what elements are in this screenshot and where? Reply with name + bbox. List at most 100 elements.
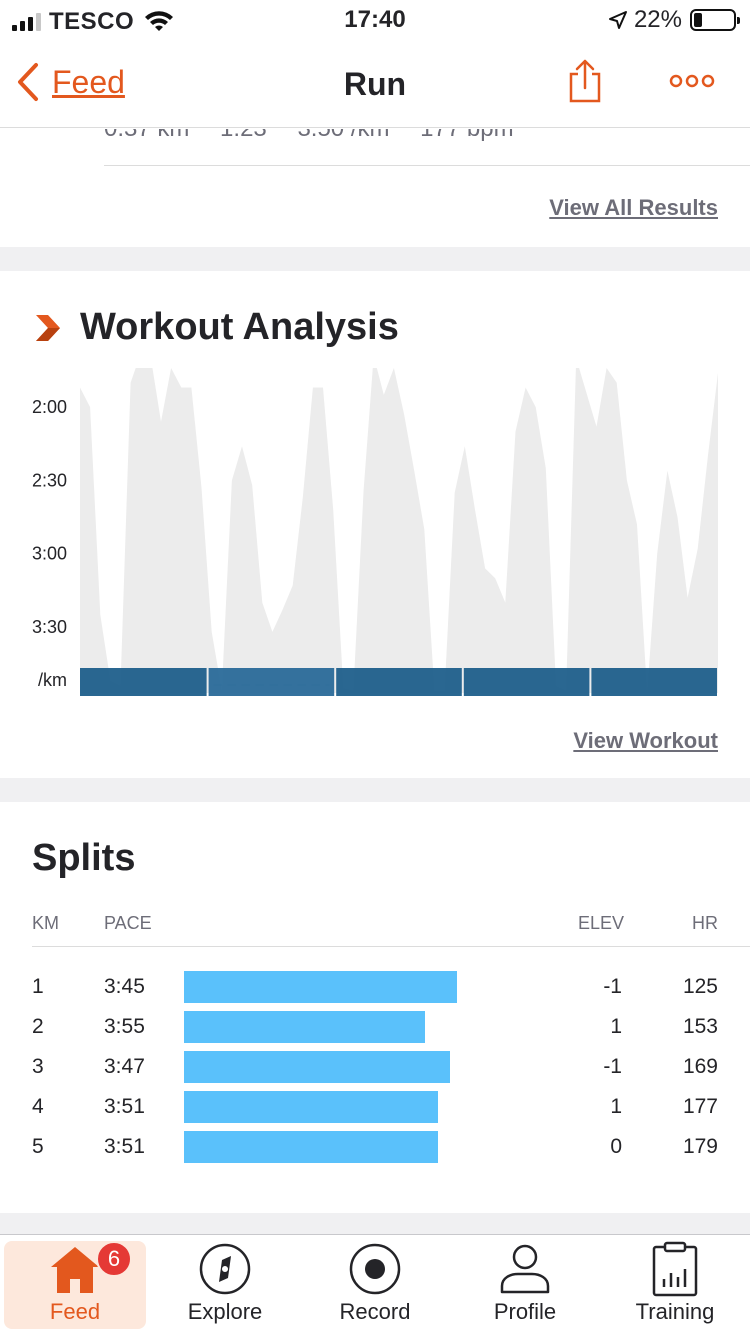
- share-icon: [569, 59, 601, 103]
- split-hr: 125: [682, 975, 718, 998]
- split-pace: 3:47: [104, 1055, 145, 1078]
- split-km: 3: [32, 1055, 44, 1078]
- result-hr: 177 bpm: [420, 129, 513, 142]
- split-pace-bar: [184, 1011, 425, 1043]
- status-time: 17:40: [344, 6, 406, 33]
- interval-bars: [80, 668, 717, 696]
- analysis-header: Workout Analysis: [34, 306, 399, 349]
- result-distance: 0.37 km: [104, 129, 189, 142]
- carrier-name: TESCO: [49, 8, 135, 35]
- interval-bar: [591, 668, 717, 696]
- workout-analysis-section: Workout Analysis 2:00 2:30 3:00 3:30 /km…: [0, 272, 750, 778]
- split-pace-bar: [184, 1091, 438, 1123]
- split-row[interactable]: 4 3:51 1 177: [32, 1091, 718, 1125]
- status-right: 22%: [608, 6, 740, 34]
- tab-record[interactable]: Record: [300, 1235, 450, 1334]
- split-km: 4: [32, 1095, 44, 1118]
- split-km: 2: [32, 1015, 44, 1038]
- status-bar: TESCO 17:40 22%: [0, 0, 750, 40]
- tab-label: Record: [339, 1299, 411, 1324]
- interval-bar: [208, 668, 335, 696]
- y-tick-label: 2:30: [32, 470, 67, 490]
- pace-chart[interactable]: 2:00 2:30 3:00 3:30 /km: [0, 368, 750, 698]
- header-pace: PACE: [104, 913, 152, 933]
- section-separator: [0, 1213, 750, 1234]
- battery-percent: 22%: [633, 6, 682, 33]
- splits-section: Splits KM PACE ELEV HR 1 3:45 -1 125 2 3…: [0, 803, 750, 1213]
- interval-bar: [336, 668, 462, 696]
- training-icon: [650, 1241, 700, 1297]
- split-pace: 3:55: [104, 1015, 145, 1038]
- split-pace: 3:45: [104, 975, 145, 998]
- results-section: 0.37 km 1:23 3:50 /km 177 bpm View All R…: [0, 129, 750, 247]
- split-elev: -1: [603, 975, 622, 998]
- workout-analysis-chevron-icon: [36, 314, 60, 341]
- tab-label: Profile: [493, 1299, 557, 1324]
- split-pace: 3:51: [104, 1135, 145, 1158]
- battery-icon: [690, 9, 740, 31]
- split-hr: 153: [682, 1015, 718, 1038]
- more-icon: [669, 74, 715, 88]
- back-label: Feed: [52, 63, 125, 100]
- split-elev: -1: [603, 1055, 622, 1078]
- y-tick-label: 2:00: [32, 397, 67, 417]
- share-button[interactable]: [566, 58, 604, 109]
- divider: [104, 165, 750, 166]
- divider: [32, 946, 750, 947]
- split-pace-bar: [184, 1051, 450, 1083]
- y-tick-label: 3:00: [32, 544, 67, 564]
- tab-label: Training: [635, 1299, 715, 1324]
- more-button[interactable]: [668, 70, 716, 97]
- tab-label: Feed: [49, 1299, 101, 1324]
- record-icon: [348, 1241, 402, 1297]
- tab-explore[interactable]: Explore: [150, 1235, 300, 1334]
- split-row[interactable]: 5 3:51 0 179: [32, 1131, 718, 1165]
- split-pace-bar: [184, 971, 457, 1003]
- header-km: KM: [32, 913, 59, 933]
- split-row[interactable]: 2 3:55 1 153: [32, 1011, 718, 1045]
- split-pace: 3:51: [104, 1095, 145, 1118]
- section-separator: [0, 247, 750, 271]
- header-elev: ELEV: [578, 913, 625, 933]
- split-row[interactable]: 3 3:47 -1 169: [32, 1051, 718, 1085]
- notification-badge: 6: [96, 1241, 132, 1277]
- section-separator: [0, 778, 750, 802]
- chevron-left-icon: [18, 63, 38, 101]
- home-icon: [47, 1241, 103, 1297]
- tab-profile[interactable]: Profile: [450, 1235, 600, 1334]
- back-button[interactable]: Feed: [16, 62, 125, 102]
- split-row[interactable]: 1 3:45 -1 125: [32, 971, 718, 1005]
- split-elev: 1: [610, 1015, 622, 1038]
- tab-feed[interactable]: 6 Feed: [4, 1241, 146, 1329]
- nav-bar: Feed Run: [0, 40, 750, 128]
- y-tick-label: 3:30: [32, 617, 67, 637]
- result-row-partial: 0.37 km 1:23 3:50 /km 177 bpm: [104, 129, 538, 143]
- split-km: 1: [32, 975, 44, 998]
- tab-bar: 6 Feed Explore Record Profile: [0, 1234, 750, 1334]
- header-hr: HR: [692, 913, 718, 933]
- signal-icon: [12, 13, 41, 31]
- split-elev: 0: [610, 1135, 622, 1158]
- split-hr: 179: [682, 1135, 718, 1158]
- split-hr: 177: [682, 1095, 718, 1118]
- compass-icon: [198, 1241, 252, 1297]
- tab-label: Explore: [187, 1299, 263, 1324]
- wifi-icon: [145, 11, 174, 31]
- split-elev: 1: [610, 1095, 622, 1118]
- split-pace-bar: [184, 1131, 438, 1163]
- y-axis-unit: /km: [38, 670, 67, 690]
- status-left: TESCO: [12, 8, 174, 36]
- tab-training[interactable]: Training: [600, 1235, 750, 1334]
- interval-bar: [80, 668, 207, 696]
- pace-area: [80, 368, 718, 693]
- profile-icon: [498, 1241, 552, 1297]
- split-km: 5: [32, 1135, 44, 1158]
- split-hr: 169: [682, 1055, 718, 1078]
- view-workout-link[interactable]: View Workout: [573, 728, 718, 753]
- result-pace: 3:50 /km: [297, 129, 389, 142]
- section-title: Workout Analysis: [80, 306, 399, 348]
- location-arrow-icon: [608, 11, 627, 29]
- result-time: 1:23: [220, 129, 267, 142]
- section-title: Splits: [32, 837, 136, 879]
- view-all-results-link[interactable]: View All Results: [549, 195, 718, 220]
